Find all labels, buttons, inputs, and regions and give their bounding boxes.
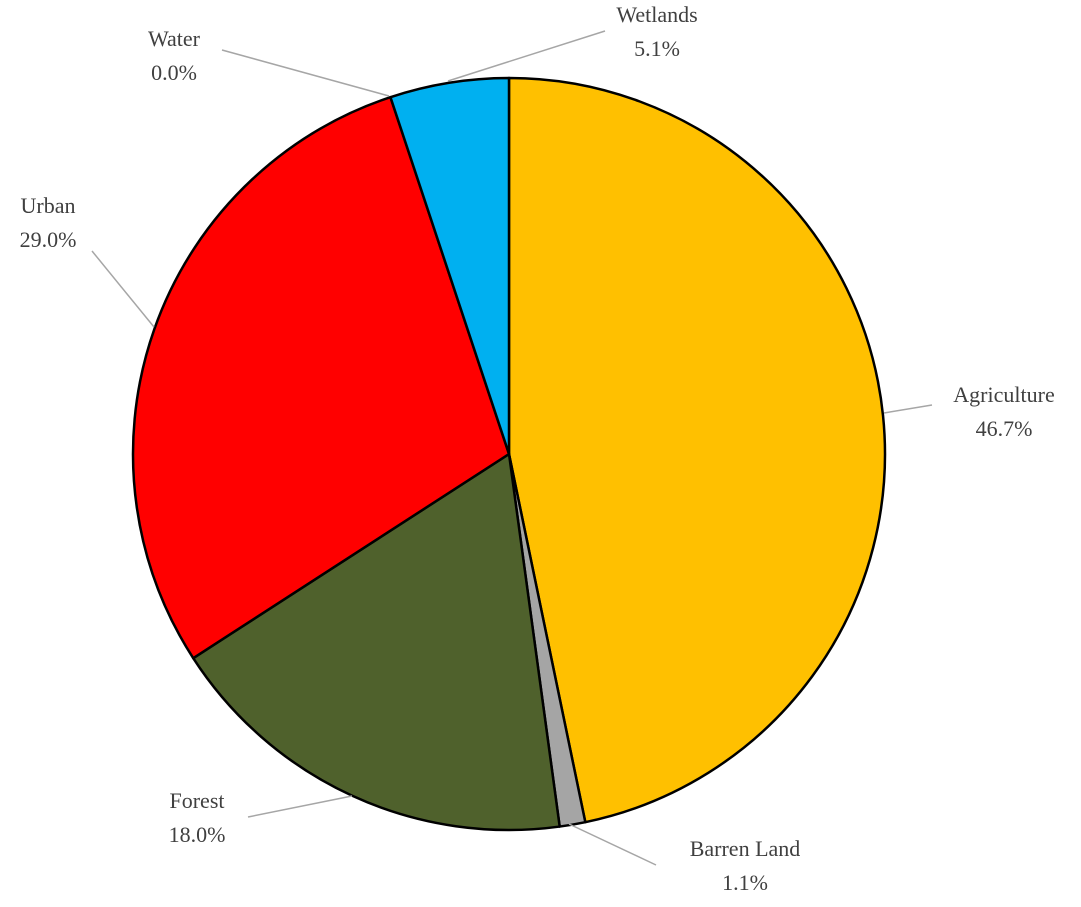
data-label-agriculture: Agriculture 46.7% [953,382,1054,441]
slice-forest [191,452,561,832]
pie-slices [131,76,887,832]
slice-agriculture [507,76,887,824]
leader-line-wetlands [447,30,606,82]
value-label-water: 0.0% [151,60,197,85]
data-label-forest: Forest 18.0% [169,788,226,847]
leader-lines [91,30,933,866]
value-label-urban: 29.0% [20,227,77,252]
category-label-urban: Urban [21,193,76,218]
data-label-barren-land: Barren Land 1.1% [690,836,801,895]
category-label-agriculture: Agriculture [953,382,1054,407]
leader-line-agriculture [883,404,933,414]
category-label-barren-land: Barren Land [690,836,801,861]
leader-line-forest [247,795,353,818]
data-label-wetlands: Wetlands 5.1% [616,2,697,61]
value-label-forest: 18.0% [169,822,226,847]
data-label-urban: Urban 29.0% [20,193,77,252]
category-label-water: Water [148,26,201,51]
value-label-agriculture: 46.7% [976,416,1033,441]
leader-line-water [221,49,390,97]
data-label-water: Water 0.0% [148,26,201,85]
slice-urban [131,95,511,660]
leader-line-urban [91,250,155,328]
slice-wetlands [389,76,511,456]
leader-line-barren-land [568,823,657,866]
category-label-wetlands: Wetlands [616,2,697,27]
category-label-forest: Forest [170,788,225,813]
value-label-wetlands: 5.1% [634,36,680,61]
value-label-barren-land: 1.1% [722,870,768,895]
data-labels: Agriculture 46.7% Barren Land 1.1% Forest 18.… [20,2,1055,895]
